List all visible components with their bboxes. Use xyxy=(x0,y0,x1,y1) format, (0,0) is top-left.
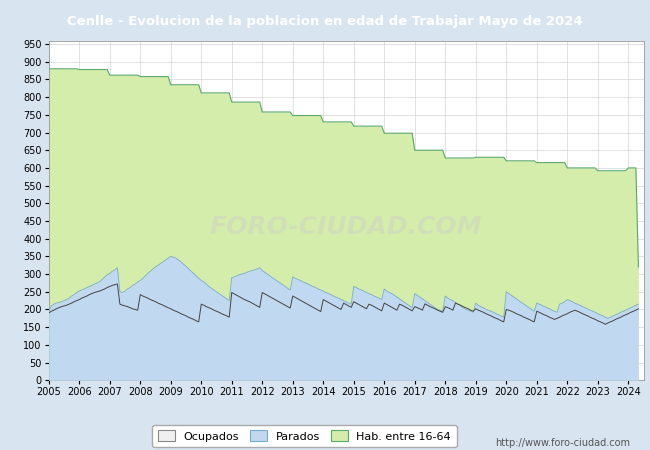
Legend: Ocupados, Parados, Hab. entre 16-64: Ocupados, Parados, Hab. entre 16-64 xyxy=(152,425,457,447)
Text: http://www.foro-ciudad.com: http://www.foro-ciudad.com xyxy=(495,438,630,448)
Text: Cenlle - Evolucion de la poblacion en edad de Trabajar Mayo de 2024: Cenlle - Evolucion de la poblacion en ed… xyxy=(67,15,583,28)
Text: FORO-CIUDAD.COM: FORO-CIUDAD.COM xyxy=(210,216,482,239)
